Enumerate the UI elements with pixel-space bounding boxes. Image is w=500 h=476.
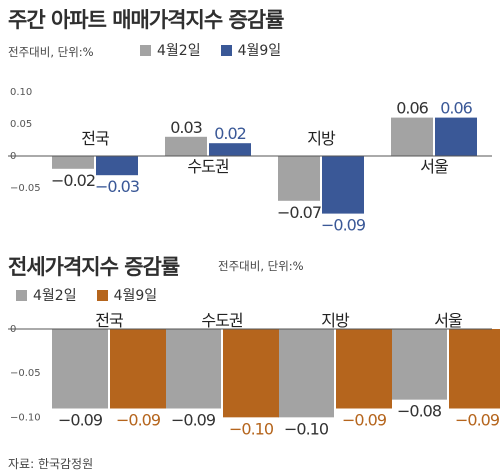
chart2-category-label-0: 전국 <box>95 311 123 330</box>
chart1-category-label-0: 전국 <box>81 129 109 148</box>
chart2-legend-swatch-0 <box>16 289 27 301</box>
chart2-bar-s0-0 <box>52 329 108 409</box>
chart2-legend-swatch-1 <box>96 289 108 301</box>
chart1-value-label-s0-3: 0.06 <box>396 99 428 118</box>
chart2-legend-label-0: 4월2일 <box>33 288 77 304</box>
chart1-value-label-s0-1: 0.03 <box>170 118 202 137</box>
chart1-bar-s0-0 <box>52 156 94 169</box>
chart1-ytick-0: 0.10 <box>10 87 32 98</box>
chart1-legend: 4월2일 4월9일 <box>140 40 295 60</box>
chart2-legend-item-1: 4월9일 <box>96 285 158 305</box>
chart2-bar-s1-1 <box>223 329 279 418</box>
chart1-value-label-s0-0: −0.02 <box>51 171 95 190</box>
chart2-bar-s0-3 <box>391 329 447 400</box>
chart1-legend-label-0: 4월2일 <box>157 43 201 59</box>
chart2-value-label-s1-3: −0.09 <box>455 411 500 430</box>
chart1-category-label-1: 수도권 <box>187 157 228 176</box>
chart2-bar-s1-3 <box>449 329 500 409</box>
chart2-value-label-s0-1: −0.09 <box>171 411 216 430</box>
chart2-ytick-2: −0.10 <box>10 412 41 423</box>
chart2-value-label-s1-2: −0.09 <box>342 411 387 430</box>
chart1-bar-s1-3 <box>435 117 477 156</box>
chart2-legend-label-1: 4월9일 <box>113 288 158 304</box>
chart1-legend-swatch-0 <box>140 44 151 56</box>
chart2-bar-s1-0 <box>110 329 166 409</box>
chart2-category-label-2: 지방 <box>321 311 350 330</box>
chart1-bar-s0-1 <box>165 136 207 156</box>
chart2-value-label-s1-1: −0.10 <box>229 419 274 438</box>
chart1-ytick-3: −0.05 <box>10 183 41 194</box>
chart1-bar-s0-2 <box>278 156 320 201</box>
chart1-title: 주간 아파트 매매가격지수 증감률 <box>8 8 284 32</box>
chart2-value-label-s0-0: −0.09 <box>58 411 103 430</box>
chart1-bar-s0-3 <box>391 117 433 156</box>
chart1-bar-s1-1 <box>209 143 251 156</box>
chart2-bar-s1-2 <box>336 329 392 409</box>
chart2-unit-note: 전주대비, 단위:% <box>218 259 304 273</box>
source-note: 자료: 한국감정원 <box>8 457 94 471</box>
chart2-legend: 4월2일 4월9일 <box>16 285 171 305</box>
chart1-category-label-2: 지방 <box>307 129 336 148</box>
chart1-legend-swatch-1 <box>220 44 232 56</box>
chart2-title: 전세가격지수 증감률 <box>8 255 180 279</box>
chart1-plot: 0.100.050−0.05−0.020.03−0.070.06−0.030.0… <box>8 87 492 235</box>
chart2-ytick-1: −0.05 <box>10 368 41 379</box>
chart1-value-label-s0-2: −0.07 <box>277 203 321 222</box>
chart2-bar-s0-1 <box>165 329 221 409</box>
chart2-value-label-s0-2: −0.10 <box>284 419 329 438</box>
chart2-plot: 0−0.05−0.10−0.09−0.09−0.10−0.08−0.09−0.1… <box>8 311 500 438</box>
chart2-category-label-1: 수도권 <box>201 311 242 330</box>
chart2-legend-item-0: 4월2일 <box>16 285 77 305</box>
chart1-ytick-1: 0.05 <box>10 119 32 130</box>
chart2-bar-s0-2 <box>278 329 334 418</box>
chart2-category-label-3: 서울 <box>434 311 462 330</box>
chart1-legend-label-1: 4월9일 <box>237 43 282 59</box>
chart2-value-label-s1-0: −0.09 <box>116 411 161 430</box>
chart1-value-label-s1-3: 0.06 <box>440 99 472 118</box>
chart1-value-label-s1-1: 0.02 <box>214 124 246 143</box>
chart1-category-label-3: 서울 <box>420 157 448 176</box>
chart1-value-label-s1-2: −0.09 <box>321 216 366 235</box>
chart2-value-label-s0-3: −0.08 <box>397 402 442 421</box>
chart1-legend-item-1: 4월9일 <box>220 40 282 60</box>
chart1-legend-item-0: 4월2일 <box>140 40 201 60</box>
chart1-unit-note: 전주대비, 단위:% <box>8 45 94 59</box>
chart1-bar-s1-2 <box>322 156 364 214</box>
chart1-bar-s1-0 <box>96 156 138 176</box>
chart1-value-label-s1-0: −0.03 <box>95 177 139 196</box>
